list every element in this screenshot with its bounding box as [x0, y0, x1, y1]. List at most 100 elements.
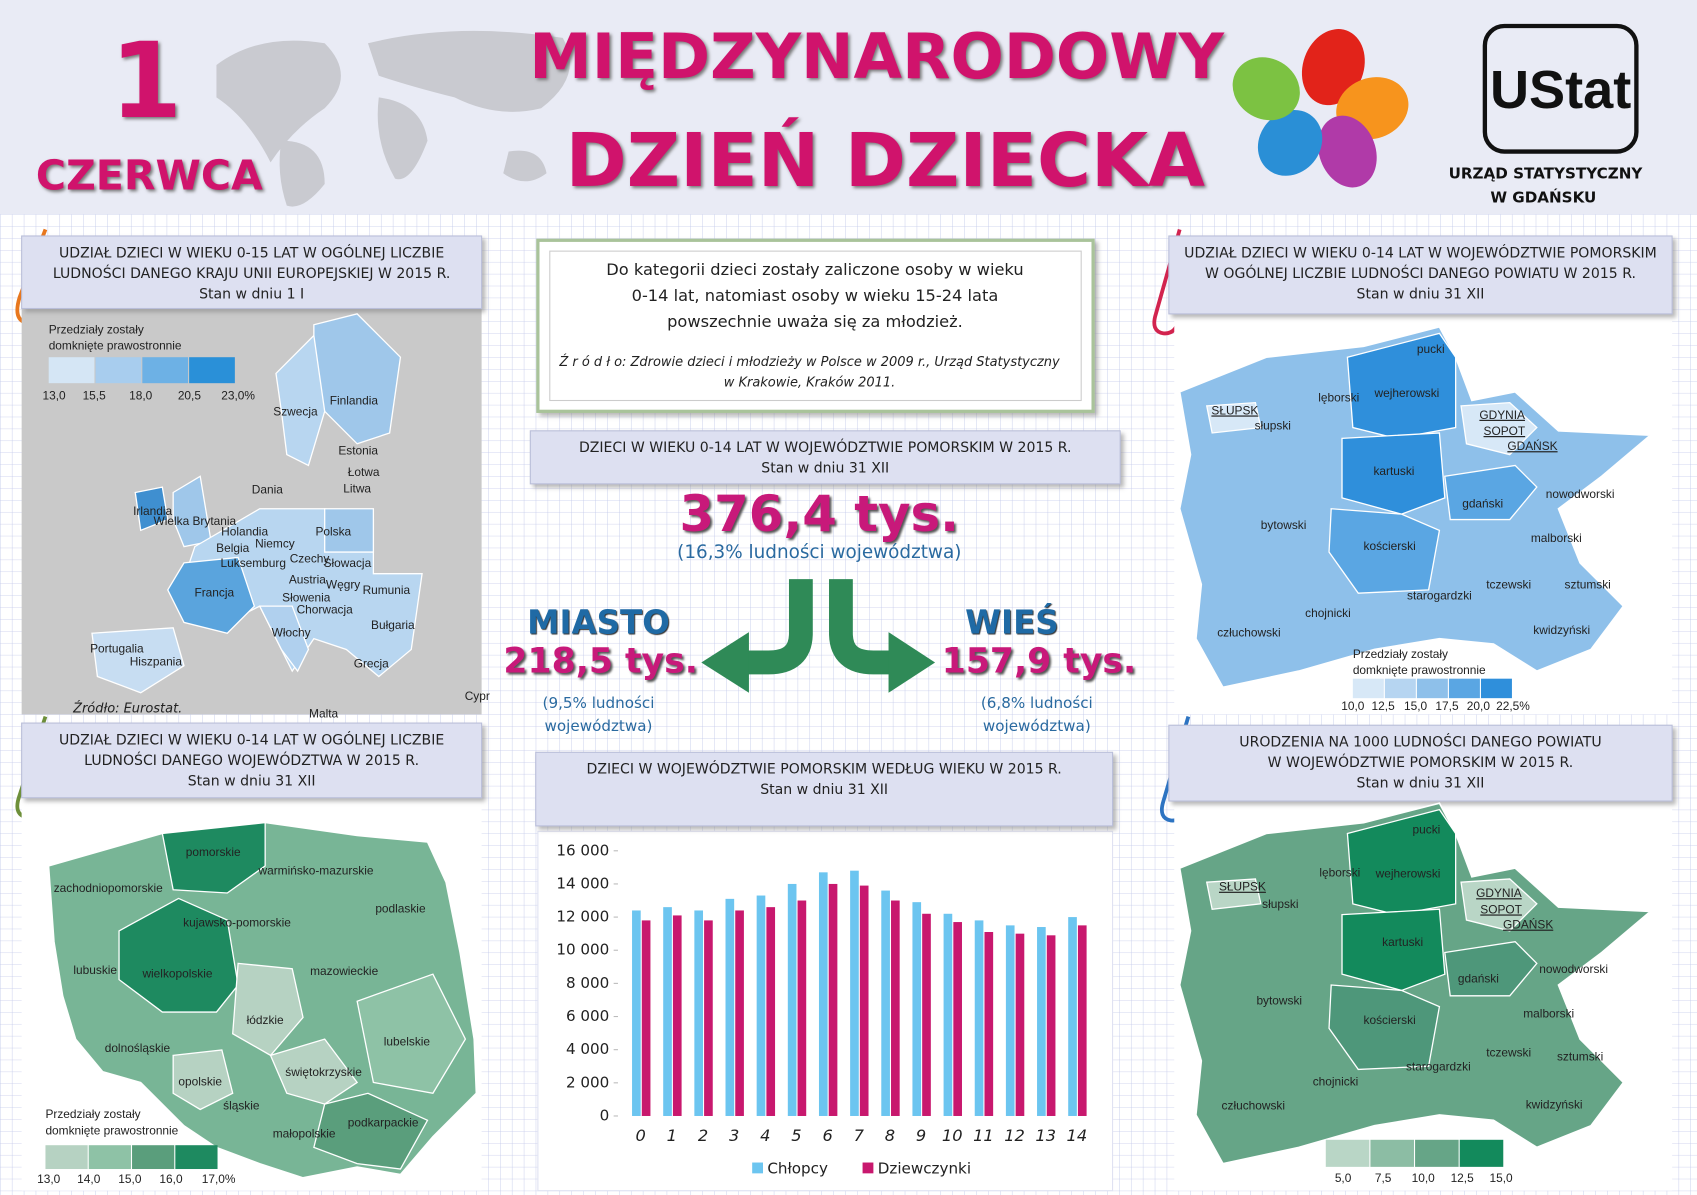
- bar: [663, 907, 672, 1116]
- panel-header: [21, 722, 483, 799]
- panel-title: W WOJEWÓDZTWIE POMORSKIM W 2015 R.: [1268, 753, 1574, 771]
- split-arrows: [701, 579, 936, 693]
- bar: [766, 907, 776, 1116]
- map-label: malborski: [1523, 1006, 1574, 1020]
- legend-label: 10,0: [1341, 699, 1365, 713]
- x-tick-label: 5: [791, 1126, 801, 1145]
- logo-text: UStat: [1490, 60, 1631, 120]
- legend-label: 15,0: [1490, 1171, 1514, 1185]
- legend-label: 15,0: [1404, 699, 1428, 713]
- panel-header: [1168, 724, 1673, 802]
- panel-title: UDZIAŁ DZIECI W WIEKU 0-15 LAT W OGÓLNEJ…: [59, 243, 444, 261]
- map-label: Wielka Brytania: [154, 514, 237, 528]
- county: [1341, 908, 1446, 992]
- map-label: Słowacja: [324, 556, 372, 570]
- map-label: zachodniopomorskie: [54, 881, 163, 895]
- x-tick-label: 8: [885, 1126, 895, 1145]
- map-label: kościerski: [1364, 1013, 1416, 1027]
- office-name: W GDAŃSKU: [1490, 187, 1596, 206]
- world-map: [216, 30, 570, 207]
- bar: [974, 920, 984, 1116]
- map-label: GDYNIA: [1476, 886, 1522, 900]
- map-label: Dania: [252, 482, 283, 496]
- legend-swatch: [1480, 678, 1512, 699]
- panel-title: DZIECI W WOJEWÓDZTWIE POMORSKIM WEDŁUG W…: [587, 760, 1062, 778]
- map-label: GDYNIA: [1479, 408, 1525, 422]
- map-label: Bułgaria: [371, 618, 415, 632]
- legend-swatch: [1352, 678, 1384, 699]
- legend-swatch: [1325, 1139, 1370, 1167]
- bar: [641, 920, 651, 1116]
- legend-label: 13,0: [37, 1172, 61, 1186]
- counties: [1205, 808, 1538, 1071]
- legend-caption: Przedziały zostały: [45, 1107, 140, 1121]
- map-label: Portugalia: [90, 642, 144, 656]
- panel-header: [21, 235, 483, 310]
- x-tick-label: 6: [822, 1126, 832, 1145]
- group-note: województwa): [983, 717, 1091, 735]
- voivodeship: [356, 973, 467, 1094]
- panel-date: Stan w dniu 31 XII: [760, 782, 888, 798]
- map-label: Irlandia: [133, 504, 172, 518]
- country: [91, 627, 185, 694]
- map-label: malborski: [1531, 531, 1582, 545]
- x-tick-label: 11: [973, 1126, 994, 1145]
- bar: [818, 872, 828, 1116]
- map-label: Luksemburg: [221, 556, 286, 570]
- county: [1341, 432, 1446, 515]
- map-label: człuchowski: [1222, 1098, 1285, 1112]
- panel-date: Stan w dniu 31 XII: [188, 774, 316, 790]
- group-name: WIEŚ: [965, 603, 1058, 642]
- county: [1444, 941, 1538, 997]
- legend-swatch: [175, 1145, 218, 1170]
- panel-title: LUDNOŚCI DANEGO WOJEWÓDZTWA W 2015 R.: [84, 751, 419, 769]
- month: CZERWCA: [36, 151, 263, 199]
- bar: [922, 913, 931, 1116]
- legend-caption: domknięte prawostronnie: [49, 339, 182, 353]
- legend-swatch: [862, 1162, 874, 1174]
- map-label: świętokrzyskie: [285, 1065, 362, 1079]
- map-label: lęborski: [1318, 390, 1359, 404]
- map-label: wejherowski: [1375, 867, 1441, 881]
- map-label: dolnośląskie: [105, 1041, 171, 1055]
- county: [1205, 878, 1262, 910]
- y-tick-label: 2 000: [566, 1073, 609, 1091]
- group-value: 218,5 tys.: [503, 641, 697, 681]
- country: [172, 475, 212, 548]
- legend-swatch: [142, 357, 189, 384]
- panel-date: Stan w dniu 31 XII: [1357, 776, 1485, 792]
- bar: [787, 883, 797, 1116]
- y-tick-label: 14 000: [556, 874, 609, 892]
- panel-date: Stan w dniu 31 XII: [761, 461, 889, 477]
- map-label: kartuski: [1382, 935, 1423, 949]
- y-tick-label: 6 000: [566, 1007, 609, 1025]
- group-value: 157,9 tys.: [942, 641, 1136, 681]
- map-label: Finlandia: [330, 394, 379, 408]
- map-label: nowodworski: [1539, 962, 1608, 976]
- note-source: w Krakowie, Kraków 2011.: [724, 376, 895, 391]
- x-tick-label: 13: [1035, 1126, 1056, 1145]
- bar: [694, 910, 704, 1116]
- map-label: pucki: [1413, 822, 1441, 836]
- map-label: słupski: [1255, 419, 1291, 433]
- map-label: Polska: [315, 525, 351, 539]
- legend-label: 7,5: [1375, 1171, 1392, 1185]
- map-label: nowodworski: [1546, 487, 1615, 501]
- y-tick-label: 16 000: [556, 841, 609, 859]
- map-label: słupski: [1262, 897, 1298, 911]
- map-label: opolskie: [178, 1075, 222, 1089]
- voivodeship: [313, 1092, 429, 1170]
- bar: [912, 902, 922, 1116]
- note-inner: [549, 250, 1082, 402]
- map-label: kujawsko-pomorskie: [183, 915, 291, 929]
- bar: [859, 885, 869, 1116]
- legend-swatch: [1416, 678, 1448, 699]
- legend-label: 20,5: [178, 388, 202, 402]
- map-label: tczewski: [1486, 578, 1531, 592]
- panel-header: [535, 751, 1114, 827]
- bar: [1046, 935, 1056, 1116]
- map-label: Austria: [289, 572, 326, 586]
- county: [1328, 984, 1441, 1071]
- map-label: kwidzyński: [1526, 1097, 1583, 1111]
- legend-caption: domknięte prawostronnie: [1353, 663, 1486, 677]
